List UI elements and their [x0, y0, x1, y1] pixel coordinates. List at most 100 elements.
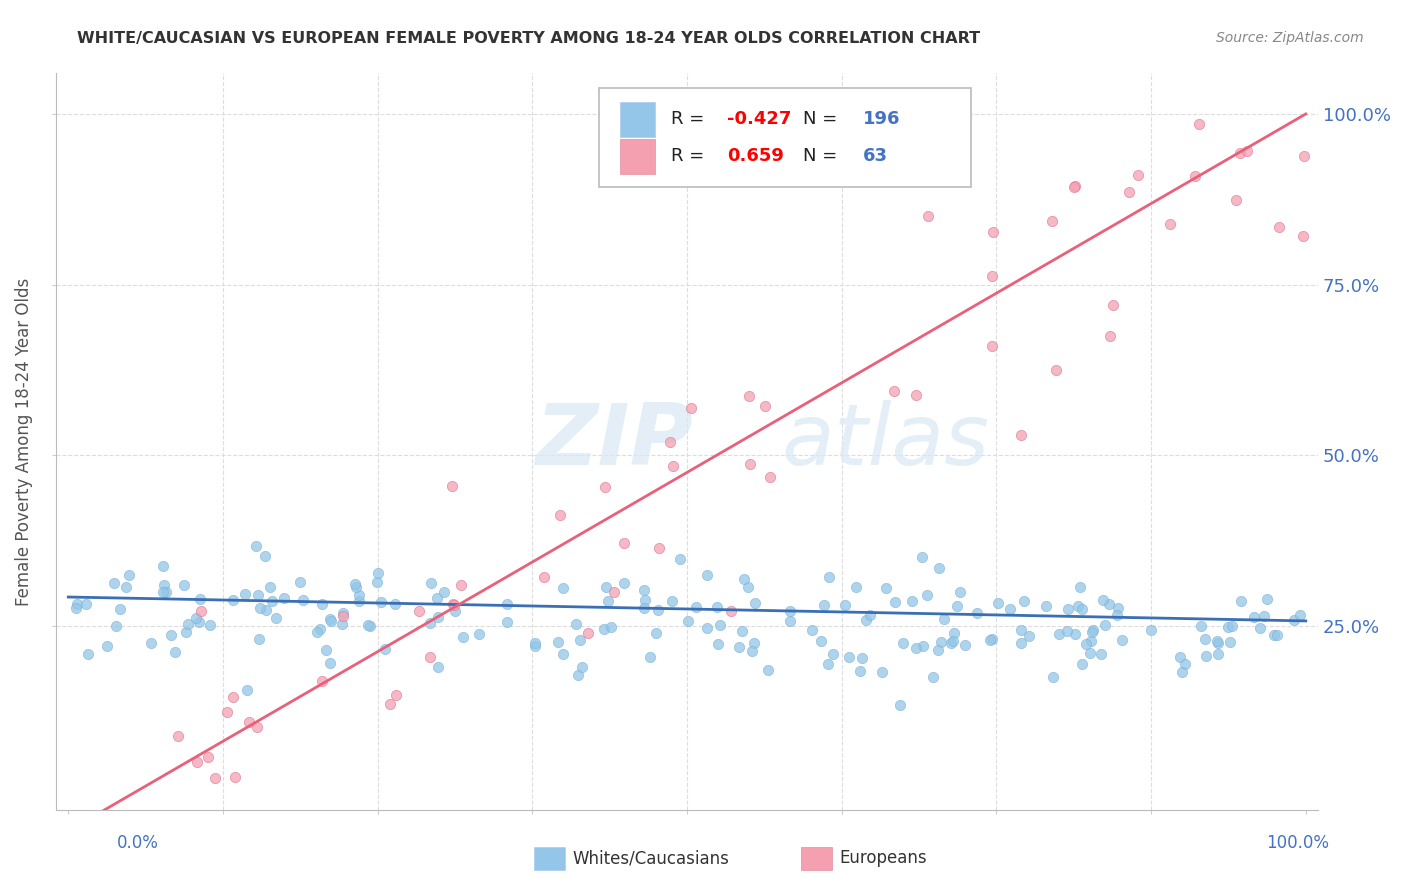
Point — [1101, 298, 1123, 312]
Point — [901, 594, 924, 608]
Point — [246, 720, 269, 734]
Point — [1159, 217, 1181, 231]
Text: Whites/Caucasians: Whites/Caucasians — [572, 849, 730, 867]
Text: N =: N = — [803, 147, 844, 165]
Point — [238, 715, 260, 730]
Point — [551, 582, 574, 596]
Point — [1205, 633, 1227, 648]
Point — [813, 598, 835, 612]
Point — [1236, 145, 1258, 159]
Point — [76, 648, 98, 662]
Point — [644, 625, 666, 640]
Point — [1078, 646, 1101, 660]
Point — [357, 618, 380, 632]
Point — [1064, 179, 1087, 194]
Point — [496, 615, 519, 630]
Point — [595, 581, 617, 595]
Point — [851, 651, 873, 665]
Point — [966, 606, 988, 620]
FancyBboxPatch shape — [599, 87, 972, 187]
Point — [845, 580, 868, 594]
Point — [979, 633, 1001, 648]
Text: 0.0%: 0.0% — [117, 834, 159, 852]
Point — [309, 622, 332, 636]
Point — [998, 601, 1021, 615]
Point — [1139, 623, 1161, 637]
Point — [264, 611, 287, 625]
Point — [600, 620, 623, 634]
Point — [167, 729, 190, 743]
Point — [165, 645, 187, 659]
Point — [696, 568, 718, 582]
Point — [204, 772, 226, 786]
Point — [1189, 619, 1212, 633]
Text: WHITE/CAUCASIAN VS EUROPEAN FEMALE POVERTY AMONG 18-24 YEAR OLDS CORRELATION CHA: WHITE/CAUCASIAN VS EUROPEAN FEMALE POVER… — [77, 31, 980, 46]
Point — [1081, 624, 1104, 638]
Point — [1171, 665, 1194, 679]
Point — [1188, 117, 1211, 131]
Point — [1014, 594, 1036, 608]
Point — [419, 615, 441, 630]
Point — [810, 633, 832, 648]
Point — [859, 607, 882, 622]
Point — [987, 595, 1010, 609]
Y-axis label: Female Poverty Among 18-24 Year Olds: Female Poverty Among 18-24 Year Olds — [15, 277, 32, 606]
Text: Source: ZipAtlas.com: Source: ZipAtlas.com — [1216, 31, 1364, 45]
Point — [1070, 657, 1092, 672]
Point — [928, 561, 950, 575]
Point — [188, 592, 211, 607]
Point — [1225, 194, 1247, 208]
Point — [420, 576, 443, 591]
Point — [1080, 624, 1102, 639]
Text: 196: 196 — [862, 111, 900, 128]
FancyBboxPatch shape — [620, 138, 655, 174]
Point — [533, 570, 555, 584]
Point — [706, 599, 728, 614]
Point — [443, 597, 465, 611]
Point — [1035, 599, 1057, 614]
Point — [249, 600, 271, 615]
Point — [603, 585, 626, 599]
Point — [1067, 599, 1090, 613]
Point — [186, 611, 208, 625]
Point — [433, 585, 456, 599]
Point — [1047, 627, 1070, 641]
Point — [108, 602, 131, 616]
Point — [1126, 168, 1149, 182]
Point — [576, 626, 599, 640]
Point — [1111, 633, 1133, 648]
Point — [634, 593, 657, 607]
Point — [742, 636, 765, 650]
Point — [1282, 613, 1305, 627]
Point — [800, 623, 823, 637]
Point — [1220, 619, 1243, 633]
Point — [953, 638, 976, 652]
FancyBboxPatch shape — [620, 102, 655, 137]
Point — [384, 688, 406, 702]
Point — [1099, 328, 1122, 343]
Point — [441, 479, 464, 493]
Point — [366, 575, 388, 590]
Point — [661, 594, 683, 608]
Point — [685, 599, 707, 614]
Point — [1118, 186, 1140, 200]
Point — [524, 636, 547, 650]
Point — [246, 588, 269, 602]
Point — [946, 599, 969, 614]
Point — [1243, 610, 1265, 624]
Point — [547, 635, 569, 649]
Point — [139, 636, 162, 650]
Point — [177, 616, 200, 631]
Point — [633, 582, 655, 597]
Point — [444, 604, 467, 618]
Point — [1107, 601, 1129, 615]
Point — [186, 756, 208, 770]
Point — [374, 641, 396, 656]
Point — [912, 639, 935, 653]
Point — [834, 599, 856, 613]
Point — [153, 578, 176, 592]
Text: 100.0%: 100.0% — [1265, 834, 1329, 852]
Point — [117, 863, 139, 877]
Point — [648, 541, 671, 556]
Text: -0.427: -0.427 — [727, 111, 792, 128]
